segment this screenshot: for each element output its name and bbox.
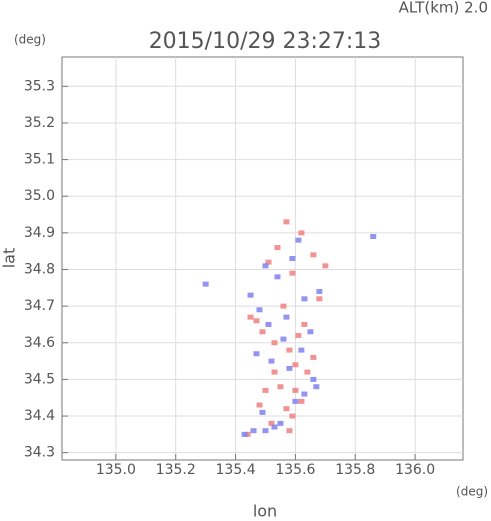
radar-echo — [262, 428, 269, 434]
y-tick-label: 35.1 — [24, 152, 55, 168]
radar-echo — [316, 288, 323, 294]
radar-echo — [274, 245, 281, 251]
radar-echo — [316, 296, 323, 302]
x-tick-label: 135.8 — [335, 462, 375, 478]
radar-echo — [247, 314, 254, 320]
y-tick-label: 34.8 — [24, 261, 55, 277]
radar-echo — [274, 274, 281, 280]
radar-echo — [268, 358, 275, 364]
radar-echo — [271, 424, 278, 430]
radar-echo — [202, 281, 209, 287]
y-tick-label: 34.4 — [24, 408, 55, 424]
x-tick-label: 136.0 — [395, 462, 435, 478]
plot-frame — [61, 56, 464, 461]
radar-echo — [301, 321, 308, 327]
radar-echo — [265, 259, 272, 265]
radar-echo — [247, 292, 254, 298]
radar-echo — [289, 256, 296, 261]
x-axis-label: lon — [253, 502, 277, 521]
radar-echo — [292, 398, 299, 404]
radar-echo — [286, 428, 293, 434]
radar-echo — [256, 307, 263, 313]
radar-echo — [286, 365, 293, 371]
radar-echo — [253, 351, 260, 357]
radar-echo — [283, 219, 290, 225]
y-axis-label: lat — [0, 248, 19, 269]
radar-echo — [301, 391, 308, 397]
radar-echo — [370, 234, 377, 240]
x-unit: (deg) — [456, 485, 488, 499]
radar-echo — [271, 369, 278, 375]
radar-echo — [262, 387, 269, 393]
radar-echo — [298, 347, 305, 353]
y-tick-label: 35.2 — [24, 115, 55, 131]
radar-echo — [280, 336, 287, 342]
radar-echo — [289, 413, 296, 419]
radar-echo — [292, 362, 299, 368]
radar-echo — [253, 318, 260, 324]
radar-echo — [304, 369, 311, 375]
radar-echo — [313, 384, 320, 390]
radar-echo — [310, 376, 317, 382]
y-tick-label: 34.3 — [24, 445, 55, 461]
radar-echo — [259, 329, 266, 335]
radar-echo — [310, 354, 317, 360]
x-tick-label: 135.4 — [216, 462, 256, 478]
radar-echo — [241, 431, 248, 437]
radar-echo — [262, 263, 269, 269]
x-tick-label: 135.2 — [156, 462, 196, 478]
radar-echo — [322, 263, 329, 269]
radar-echo — [283, 314, 290, 320]
radar-echo — [295, 332, 302, 338]
y-tick-label: 34.6 — [24, 335, 55, 351]
x-tick-label: 135.6 — [275, 462, 315, 478]
radar-echo — [250, 428, 257, 434]
radar-echo — [298, 398, 305, 404]
x-tick-label: 135.0 — [96, 462, 136, 478]
y-tick-label: 35.3 — [24, 78, 55, 94]
y-unit: (deg) — [14, 33, 46, 47]
y-tick-label: 34.5 — [24, 371, 55, 387]
chart-title: 2015/10/29 23:27:13 — [149, 29, 382, 54]
radar-echo — [280, 303, 287, 309]
radar-echo — [295, 237, 302, 243]
altitude-label: ALT(km) 2.0 — [399, 0, 488, 17]
radar-echo — [301, 296, 308, 302]
radar-echo — [289, 270, 296, 276]
radar-echo — [256, 402, 263, 408]
y-tick-label: 34.9 — [24, 225, 55, 241]
radar-echo — [310, 252, 317, 258]
radar-echo — [292, 387, 299, 393]
radar-echo — [265, 321, 272, 327]
radar-echo — [259, 409, 266, 415]
radar-echo — [286, 347, 293, 353]
radar-echo — [283, 406, 290, 412]
radar-echo — [298, 230, 305, 236]
radar-echo — [277, 384, 284, 390]
radar-echo — [271, 340, 278, 346]
radar-echo — [268, 420, 275, 426]
y-tick-label: 35.0 — [24, 188, 55, 204]
radar-echo — [307, 329, 314, 335]
y-tick-label: 34.7 — [24, 298, 55, 314]
radar-echo — [277, 420, 284, 426]
